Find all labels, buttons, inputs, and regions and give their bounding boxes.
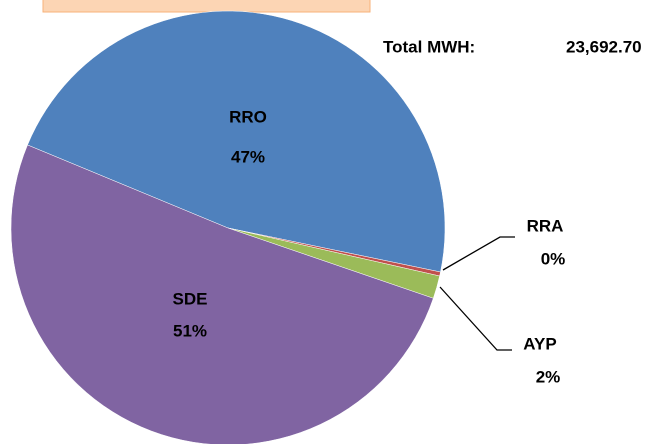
title-box [42, 0, 371, 13]
slice-label: AYP [523, 334, 556, 353]
slice-label: SDE [173, 289, 208, 308]
annotation-label: Total MWH: [383, 37, 475, 56]
slice-value-label: 47% [231, 147, 265, 166]
slice-value-label: 0% [541, 249, 566, 268]
pie-slice [27, 10, 446, 273]
slice-label: RRO [229, 107, 267, 126]
slice-value-label: 2% [536, 367, 561, 386]
leader-line [439, 286, 512, 351]
pie [10, 10, 446, 444]
slice-label: RRA [527, 216, 564, 235]
leader-line [442, 236, 515, 271]
pie-slice [10, 144, 434, 444]
slice-value-label: 51% [173, 321, 207, 340]
annotation-value: 23,692.70 [566, 37, 642, 56]
